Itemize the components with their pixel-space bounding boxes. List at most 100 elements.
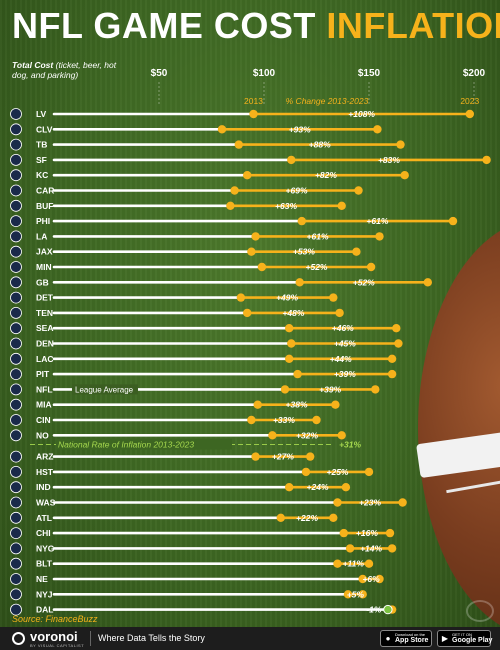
team-logo-icon <box>10 603 22 616</box>
pct-change-label: +53% <box>293 247 315 257</box>
team-label: NFL <box>36 384 53 394</box>
team-logo-icon <box>10 557 22 570</box>
pct-change-label: +52% <box>353 277 375 287</box>
dot-2023 <box>375 232 384 241</box>
pct-change-label: +46% <box>332 323 354 333</box>
pct-change-label: +33% <box>273 415 295 425</box>
note-background <box>72 384 138 395</box>
dot-2023 <box>387 544 397 553</box>
team-label: LAC <box>36 354 53 364</box>
legend-2023-label: 2023 <box>460 96 479 106</box>
team-logo-icon <box>10 322 22 335</box>
pct-change-label: +108% <box>348 109 375 119</box>
dot-2023 <box>341 483 351 492</box>
title-part-2: INFLATION <box>326 5 500 46</box>
team-label: TB <box>36 140 47 150</box>
dot-2013 <box>333 559 342 568</box>
dot-2023 <box>385 528 395 538</box>
team-label: SEA <box>36 323 53 333</box>
team-label: CAR <box>36 186 54 196</box>
national-label-background <box>56 438 232 450</box>
dot-2013 <box>280 385 290 394</box>
cost-axis-label: Total Cost (ticket, beer, hot dog, and p… <box>12 60 132 80</box>
team-label: CIN <box>36 415 51 425</box>
pct-change-label: +93% <box>289 124 311 134</box>
watermark-logo-icon <box>466 600 494 622</box>
dot-2013 <box>257 262 267 272</box>
team-label: PIT <box>36 369 50 379</box>
brand-name: voronoi <box>30 629 78 644</box>
dot-2013 <box>247 247 256 256</box>
team-label: MIN <box>36 262 52 272</box>
dot-2023 <box>329 513 338 522</box>
google-play-small: GET IT ON <box>452 632 472 637</box>
team-logo-icon <box>10 184 22 197</box>
team-label: DAL <box>36 605 53 615</box>
team-logo-icon <box>10 230 22 243</box>
dot-2023 <box>387 354 397 363</box>
app-store-label: App Store <box>395 637 429 644</box>
pct-change-label: +23% <box>359 498 381 508</box>
team-logo-icon <box>10 291 22 304</box>
team-logo-icon <box>10 138 22 151</box>
team-logo-icon <box>10 123 22 136</box>
pct-change-label: +83% <box>378 155 400 165</box>
google-play-button[interactable]: ▶ GET IT ON Google Play <box>437 630 492 647</box>
team-logo-icon <box>10 153 22 166</box>
dot-2013 <box>247 415 256 425</box>
team-label: KC <box>36 170 48 180</box>
team-label: DEN <box>36 339 54 349</box>
team-label: HST <box>36 467 54 477</box>
pct-change-label: +5% <box>347 589 365 599</box>
dot-2013 <box>339 528 348 538</box>
pct-change-label: -1% <box>366 605 382 615</box>
dot-2013 <box>249 109 258 119</box>
team-label: CHI <box>36 528 51 538</box>
dot-2023 <box>396 140 405 149</box>
pct-change-label: +88% <box>309 140 331 150</box>
dot-2013 <box>285 483 294 492</box>
dot-2023 <box>335 308 344 318</box>
pct-change-label: +25% <box>327 467 349 477</box>
dot-2013 <box>285 354 294 363</box>
dot-2013 <box>293 369 302 379</box>
dot-2023 <box>354 186 363 195</box>
dot-2013 <box>230 186 239 195</box>
dot-2023 <box>331 400 340 409</box>
pct-change-label: +16% <box>356 528 378 538</box>
dot-2023 <box>306 452 315 461</box>
pct-change-label: +27% <box>272 452 294 462</box>
team-logo-icon <box>10 527 22 539</box>
tagline: Where Data Tells the Story <box>98 633 205 643</box>
dot-2023 <box>329 293 338 302</box>
pct-change-label: +38% <box>286 400 308 410</box>
team-logo-icon <box>10 276 22 289</box>
team-logo-icon <box>10 588 22 601</box>
dot-2013 <box>243 308 252 318</box>
dot-2013 <box>285 324 294 333</box>
dot-2023 <box>371 385 380 394</box>
pct-change-label: +39% <box>334 369 356 379</box>
x-tick-label: $200 <box>463 68 486 79</box>
app-store-button[interactable]: ● Download on the App Store <box>380 630 432 647</box>
dot-2023 <box>394 339 403 348</box>
pct-change-label: +49% <box>276 293 298 303</box>
source-note: Source: FinanceBuzz <box>12 614 98 624</box>
cost-sublabel: (ticket, beer, hot dog, and parking) <box>12 60 117 80</box>
team-label: SF <box>36 155 47 165</box>
dot-2023 <box>392 324 401 333</box>
pct-change-label: +14% <box>360 543 382 553</box>
team-logo-icon <box>10 450 22 463</box>
dot-2023 <box>312 415 321 425</box>
x-tick-label: $150 <box>358 68 381 79</box>
team-logo-icon <box>10 429 22 442</box>
team-label: PHI <box>36 216 50 226</box>
team-logo-icon <box>10 261 22 273</box>
team-label: CLV <box>36 124 53 134</box>
dot-2013 <box>236 293 246 302</box>
dot-2013 <box>287 339 296 348</box>
dot-2023 <box>366 262 376 272</box>
team-logo-icon <box>10 245 22 258</box>
x-tick-label: $50 <box>151 68 168 79</box>
dot-2013 <box>295 278 304 287</box>
